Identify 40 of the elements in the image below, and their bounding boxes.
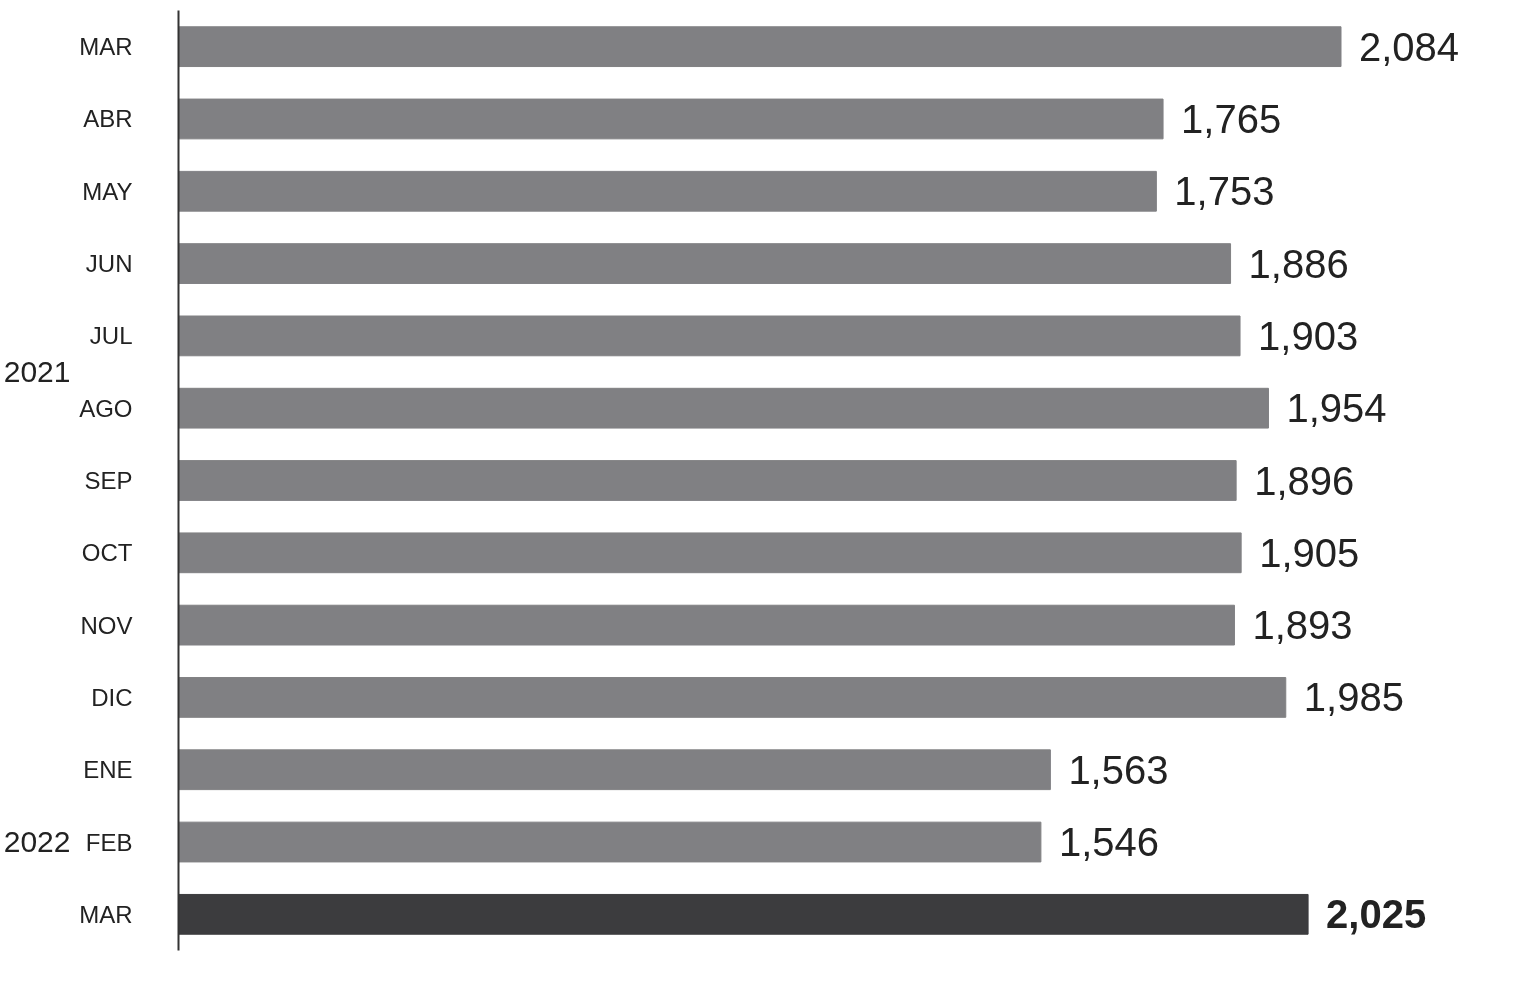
y-tick-label: JUL <box>89 322 133 350</box>
bar <box>178 315 1241 357</box>
data-label: 1,903 <box>1258 313 1359 358</box>
bar <box>178 749 1051 791</box>
bar <box>178 98 1164 140</box>
y-tick-label: FEB <box>85 828 133 856</box>
data-label: 2,084 <box>1359 24 1460 69</box>
y-tick-label: SEP <box>84 467 133 494</box>
data-label: 1,765 <box>1181 96 1282 141</box>
data-label: 2,025 <box>1326 892 1427 937</box>
y-tick-label: MAR <box>79 900 133 928</box>
y-tick-label: AGO <box>79 394 133 422</box>
bar <box>178 460 1237 501</box>
bar <box>178 604 1235 646</box>
bar <box>178 532 1242 574</box>
y-tick-label: OCT <box>81 539 133 567</box>
data-label: 1,896 <box>1254 458 1355 503</box>
bar <box>178 243 1232 284</box>
text: 2021 <box>3 355 71 389</box>
y-tick-label: DIC <box>91 683 133 711</box>
data-label: 1,893 <box>1252 603 1353 648</box>
bar <box>178 170 1157 212</box>
y-tick-label: NOV <box>80 611 133 639</box>
bar <box>178 387 1269 429</box>
y-tick-label: MAY <box>82 177 133 205</box>
data-label: 1,886 <box>1248 241 1349 286</box>
bar <box>178 821 1042 863</box>
y-tick-label: ENE <box>83 756 133 784</box>
data-label: 1,954 <box>1286 386 1387 431</box>
y-tick-label: JUN <box>85 250 133 278</box>
y-tick-label: MAR <box>79 33 133 61</box>
y-tick-label: ABR <box>83 105 133 133</box>
data-label: 1,905 <box>1259 530 1360 575</box>
data-label: 1,753 <box>1174 169 1275 214</box>
data-label: 1,546 <box>1058 820 1159 865</box>
text: 2022 <box>3 825 71 859</box>
data-label: 1,563 <box>1068 747 1169 792</box>
bar <box>178 677 1287 718</box>
data-label: 1,985 <box>1303 675 1404 720</box>
bar <box>178 26 1342 68</box>
